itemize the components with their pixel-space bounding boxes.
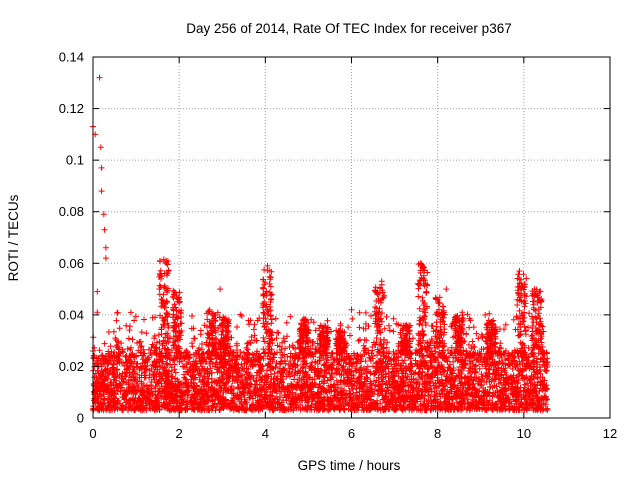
scatter-markers: [90, 74, 551, 414]
y-tick-label: 0: [77, 411, 84, 426]
y-tick-label: 0.02: [59, 359, 84, 374]
plot-frame: [92, 56, 611, 419]
data-points: [90, 74, 551, 414]
x-tick-label: 8: [434, 426, 441, 441]
x-tick-label: 0: [89, 426, 96, 441]
x-axis-title: GPS time / hours: [298, 458, 401, 473]
y-tick-label: 0.14: [59, 50, 84, 65]
y-tick-label: 0.06: [59, 256, 84, 271]
x-tick-label: 2: [176, 426, 183, 441]
y-tick-label: 0.04: [59, 307, 84, 322]
x-tick-label: 4: [262, 426, 269, 441]
y-tick-label: 0.1: [66, 153, 84, 168]
x-tick-label: 10: [517, 426, 531, 441]
y-axis-title: ROTI / TECUs: [6, 194, 21, 281]
x-tick-label: 6: [348, 426, 355, 441]
chart-title: Day 256 of 2014, Rate Of TEC Index for r…: [186, 21, 511, 36]
y-tick-label: 0.12: [59, 101, 84, 116]
y-tick-label: 0.08: [59, 204, 84, 219]
x-tick-label: 12: [603, 426, 617, 441]
